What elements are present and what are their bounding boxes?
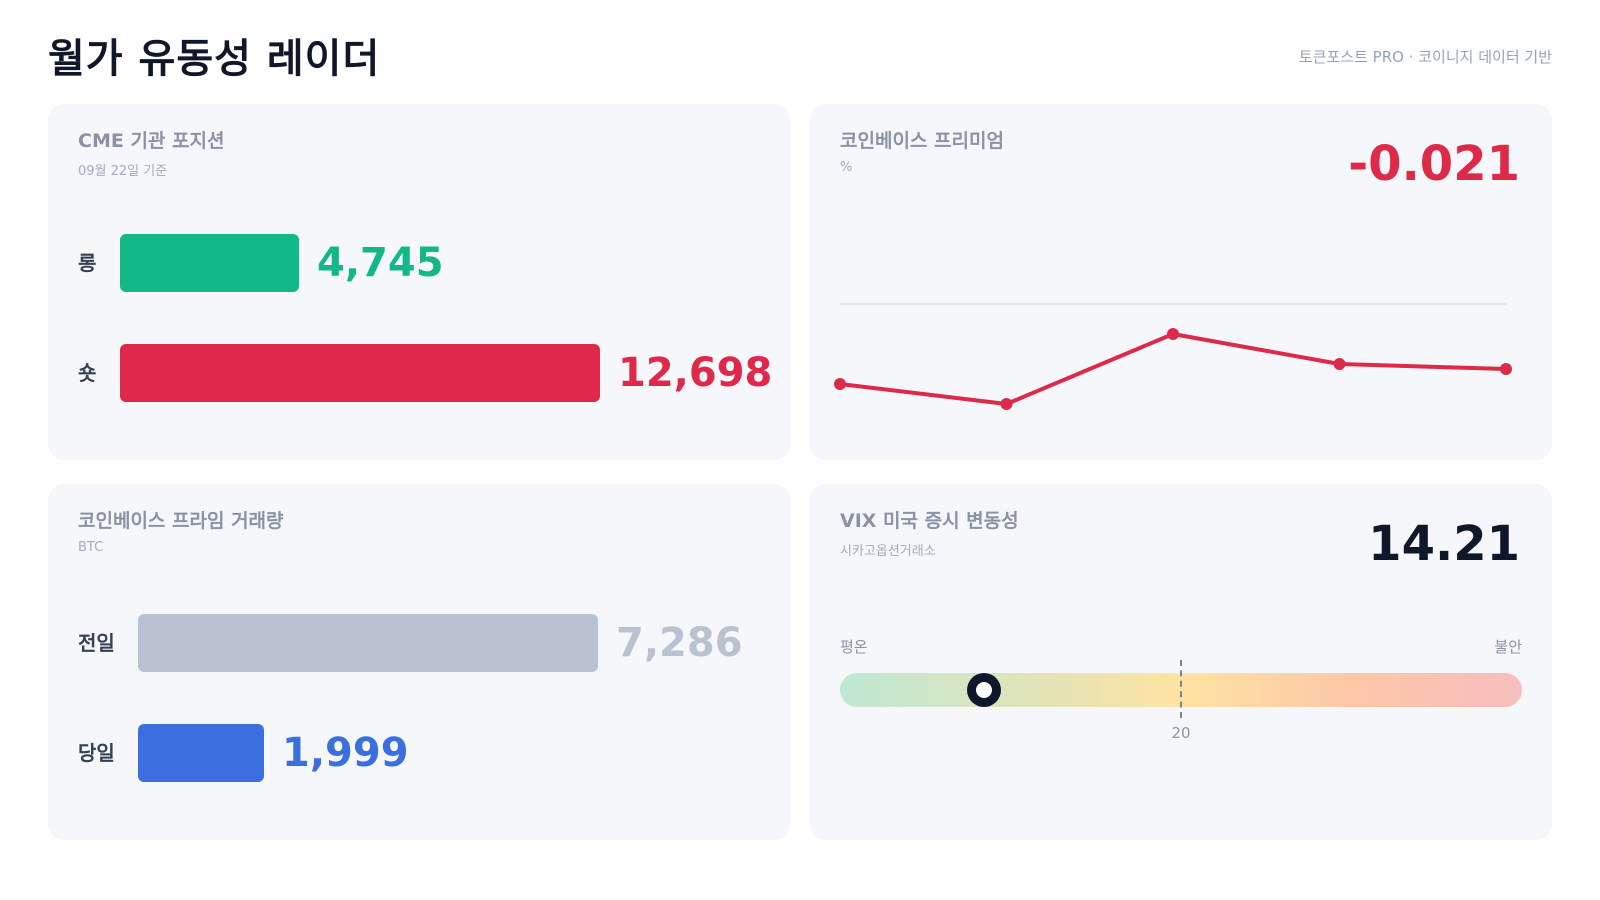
vix-value: 14.21: [1368, 516, 1520, 572]
gauge-calm-label: 평온: [840, 638, 868, 656]
vix-threshold-line: [1180, 660, 1182, 718]
volume-today-label: 당일: [78, 741, 115, 765]
data-source-note: 토큰포스트 PRO · 코이니지 데이터 기반: [1298, 48, 1552, 66]
gauge-anxious-label: 불안: [1494, 638, 1522, 656]
vix-card: VIX 미국 증시 변동성 시카고옵션거래소 14.21 평온 불안 20: [810, 484, 1552, 840]
volume-prev-track: [138, 614, 598, 672]
vix-card-source: 시카고옵션거래소: [840, 544, 936, 559]
cme-card-date: 09월 22일 기준: [78, 164, 168, 179]
volume-prev-value: 7,286: [616, 620, 743, 666]
cme-long-value: 4,745: [317, 240, 444, 286]
cme-long-label: 롱: [78, 251, 97, 275]
vix-threshold-label: 20: [1171, 724, 1191, 742]
cme-short-track: [120, 344, 600, 402]
premium-series-line: [839, 332, 1507, 406]
cme-long-bar: [120, 234, 299, 292]
volume-card-title: 코인베이스 프라임 거래량: [78, 510, 284, 532]
premium-card-unit: %: [840, 160, 853, 175]
cme-long-row: 롱 4,745: [78, 234, 768, 292]
volume-today-row: 당일 1,999: [78, 724, 768, 782]
cme-short-bar: [120, 344, 600, 402]
premium-data-point: [1000, 398, 1013, 410]
volume-card-unit: BTC: [78, 540, 104, 555]
volume-prev-label: 전일: [78, 631, 115, 655]
cme-short-label: 숏: [78, 361, 97, 385]
page-title: 월가 유동성 레이더: [48, 36, 381, 82]
volume-today-value: 1,999: [282, 730, 409, 776]
vix-card-title: VIX 미국 증시 변동성: [840, 510, 1019, 532]
cme-positions-card: CME 기관 포지션 09월 22일 기준 롱 4,745 숏 12,698: [48, 104, 790, 460]
volume-today-track: [138, 724, 598, 782]
premium-card-title: 코인베이스 프리미엄: [840, 130, 1004, 152]
premium-data-point: [1500, 363, 1512, 375]
volume-prev-row: 전일 7,286: [78, 614, 768, 672]
cme-short-value: 12,698: [618, 350, 773, 396]
cme-long-track: [120, 234, 600, 292]
coinbase-prime-volume-card: 코인베이스 프라임 거래량 BTC 전일 7,286 당일 1,999: [48, 484, 790, 840]
premium-line-chart: [834, 303, 1512, 410]
premium-data-point: [834, 378, 846, 390]
cme-card-title: CME 기관 포지션: [78, 130, 225, 152]
premium-value: -0.021: [1348, 136, 1520, 192]
premium-data-point: [1333, 358, 1346, 370]
volume-today-bar: [138, 724, 264, 782]
vix-gauge-marker: [966, 673, 1001, 707]
cme-short-row: 숏 12,698: [78, 344, 772, 402]
volume-prev-bar: [138, 614, 598, 672]
coinbase-premium-card: 코인베이스 프리미엄 % -0.021: [810, 104, 1552, 460]
premium-data-point: [1167, 328, 1179, 340]
